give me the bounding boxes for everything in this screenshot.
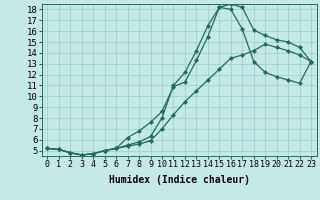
X-axis label: Humidex (Indice chaleur): Humidex (Indice chaleur) bbox=[109, 175, 250, 185]
